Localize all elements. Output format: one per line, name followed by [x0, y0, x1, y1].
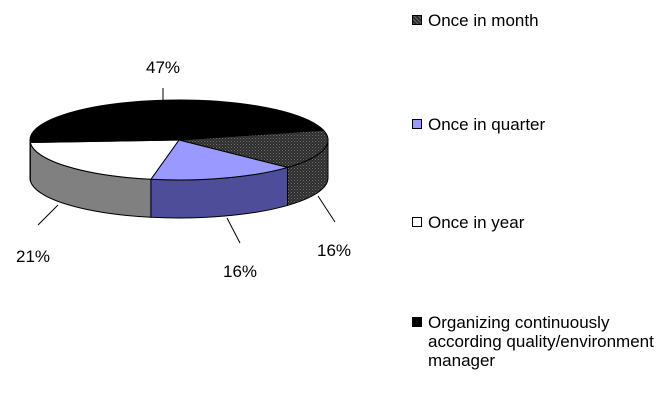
legend-swatch [412, 119, 422, 129]
leader-line [37, 204, 59, 226]
data-label-once-in-month: 16% [317, 241, 351, 260]
data-labels: 16% 16% 21% 47% [16, 58, 351, 281]
pie-slice-once-in-quarter [149, 139, 290, 181]
legend-item-once-in-quarter: Once in quarter [412, 115, 660, 134]
pie-slice-once-in-year [29, 139, 180, 180]
data-label-once-in-quarter: 16% [223, 262, 257, 281]
legend-swatch [412, 317, 422, 327]
data-label-organizing-continuously-according-quality-environment-manager: 47% [146, 58, 180, 77]
legend-swatch [412, 15, 422, 25]
legend-label: Once in year [428, 213, 525, 232]
legend-label: Once in month [428, 11, 539, 30]
legend-item-once-in-month: Once in month [412, 11, 660, 30]
pie-slices [29, 99, 329, 181]
pie-slice-once-in-month [178, 129, 329, 168]
legend-label: Organizing continuously according qualit… [428, 313, 654, 370]
pie-slice-organizing-continuously-according-quality-environment-manager [29, 99, 325, 143]
pie-sides [29, 139, 329, 219]
legend: Once in month Once in quarter Once in ye… [412, 0, 664, 407]
leader-lines [37, 88, 336, 244]
data-label-once-in-year: 21% [16, 247, 50, 266]
legend-item-organizing-continuously: Organizing continuously according qualit… [412, 313, 660, 370]
leader-line [317, 195, 336, 223]
leader-line [226, 217, 241, 244]
legend-label: Once in quarter [428, 115, 546, 134]
legend-item-once-in-year: Once in year [412, 213, 660, 232]
legend-swatch [412, 217, 422, 227]
